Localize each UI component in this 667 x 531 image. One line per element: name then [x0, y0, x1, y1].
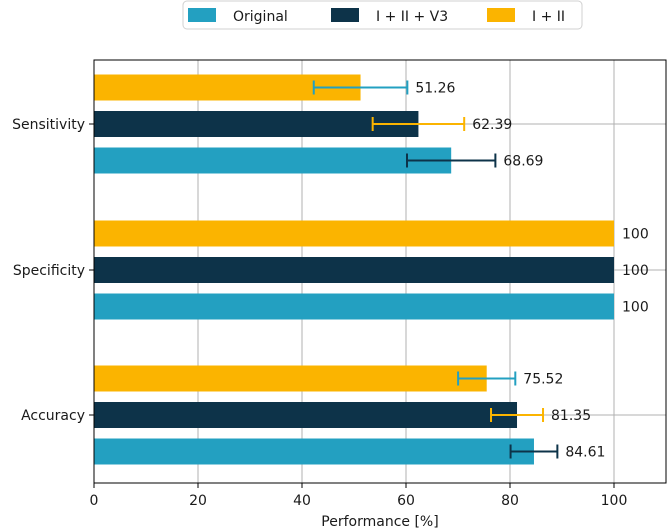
bar-accuracy-0: [94, 438, 534, 465]
value-label: 62.39: [472, 117, 512, 133]
x-tick-label: 100: [601, 493, 628, 509]
value-label: 81.35: [551, 408, 591, 424]
x-axis-label: Performance [%]: [321, 514, 438, 530]
value-label: 68.69: [503, 154, 543, 170]
value-label: 84.61: [565, 445, 605, 461]
legend-label-2: I + II: [532, 9, 565, 25]
value-label: 100: [622, 263, 649, 279]
x-tick-label: 0: [90, 493, 99, 509]
x-tick-label: 80: [501, 493, 519, 509]
y-tick-label-sensitivity: Sensitivity: [12, 117, 85, 133]
value-label: 51.26: [415, 81, 455, 97]
x-tick-label: 40: [293, 493, 311, 509]
y-axis-ticks: Sensitivity Specificity Accuracy: [12, 117, 94, 424]
bar-accuracy-1: [94, 402, 518, 428]
legend-swatch-1: [331, 8, 359, 22]
y-tick-label-accuracy: Accuracy: [21, 408, 85, 424]
x-tick-label: 60: [397, 493, 415, 509]
bar-accuracy-2: [94, 365, 487, 392]
bar-specificity-2: [94, 220, 614, 247]
legend-swatch-0: [188, 8, 216, 22]
x-tick-label: 20: [189, 493, 207, 509]
value-label: 100: [622, 300, 649, 316]
legend-box: [182, 0, 583, 30]
bars: [94, 74, 614, 465]
value-label: 100: [622, 227, 649, 243]
y-tick-label-specificity: Specificity: [13, 263, 85, 279]
bar-specificity-1: [94, 257, 614, 283]
error-bars: [312, 80, 559, 459]
bar-sensitivity-1: [94, 111, 419, 137]
legend-label-0: Original: [233, 9, 288, 25]
bar-sensitivity-0: [94, 147, 452, 174]
x-axis-ticks: 0 20 40 60 80 100: [90, 483, 628, 509]
value-labels: 51.26 62.39 68.69 100 100 100 75.52 81.35 84.61: [415, 81, 648, 461]
legend-label-1: I + II + V3: [376, 9, 448, 25]
bar-specificity-0: [94, 293, 614, 320]
plot-frame: [93, 59, 667, 484]
legend: Original I + II + V3 I + II: [182, 0, 583, 30]
value-label: 75.52: [523, 372, 563, 388]
legend-swatch-2: [487, 8, 515, 22]
